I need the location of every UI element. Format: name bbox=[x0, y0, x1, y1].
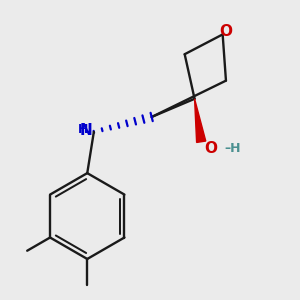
Text: O: O bbox=[205, 141, 218, 156]
Text: H: H bbox=[77, 123, 88, 136]
Text: N: N bbox=[80, 123, 92, 138]
Text: O: O bbox=[219, 24, 232, 39]
Text: –H: –H bbox=[224, 142, 241, 155]
Polygon shape bbox=[195, 99, 206, 142]
